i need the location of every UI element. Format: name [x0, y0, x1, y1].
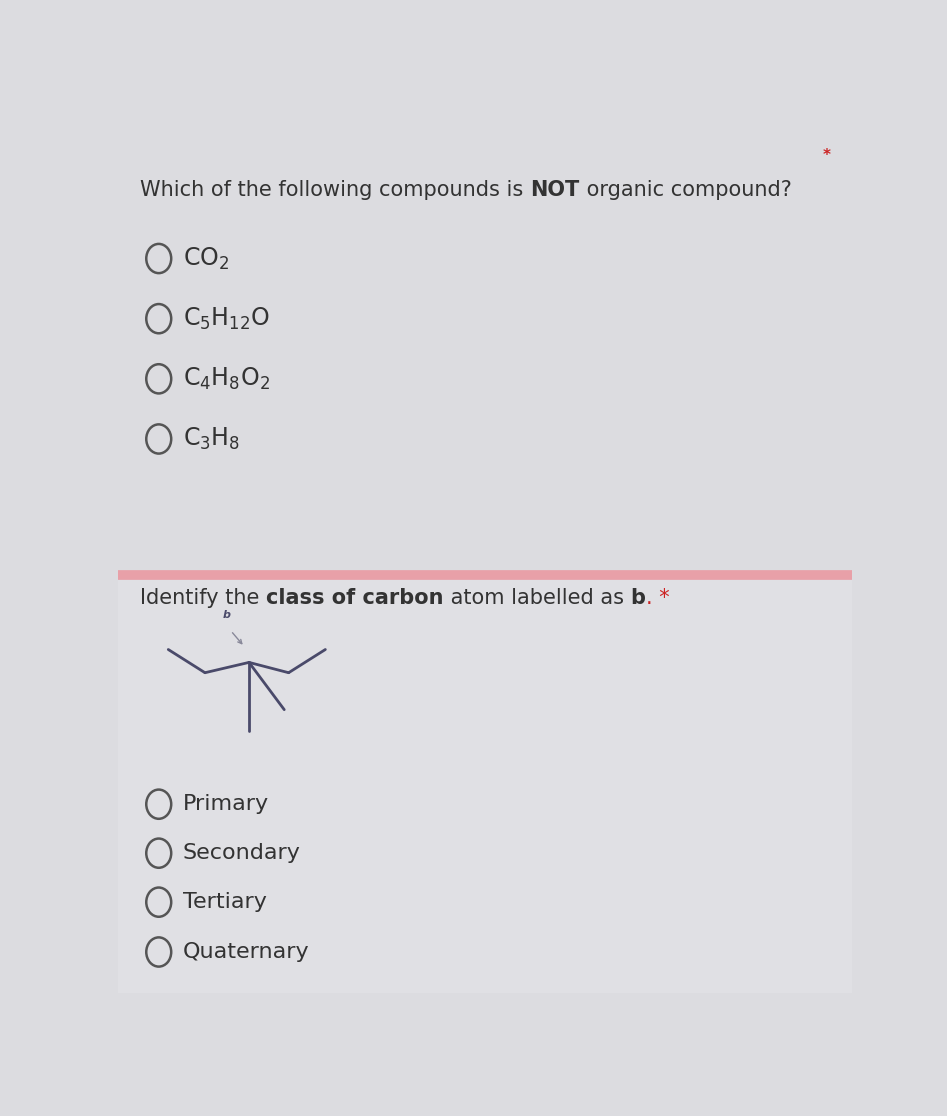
- Text: b: b: [631, 588, 646, 608]
- Text: Tertiary: Tertiary: [183, 892, 267, 912]
- Text: NOT: NOT: [530, 180, 580, 200]
- Text: Primary: Primary: [183, 795, 269, 815]
- Text: Quaternary: Quaternary: [183, 942, 310, 962]
- Text: C$_3$H$_8$: C$_3$H$_8$: [183, 426, 241, 452]
- Text: b: b: [223, 610, 231, 620]
- Bar: [118, 577, 852, 993]
- Text: Which of the following compounds is: Which of the following compounds is: [140, 180, 530, 200]
- Text: . *: . *: [646, 588, 670, 608]
- Text: Identify the: Identify the: [140, 588, 266, 608]
- Text: atom labelled as: atom labelled as: [444, 588, 631, 608]
- Text: C$_4$H$_8$O$_2$: C$_4$H$_8$O$_2$: [183, 366, 270, 392]
- Text: organic compound?: organic compound?: [580, 180, 792, 200]
- Text: C$_5$H$_{12}$O: C$_5$H$_{12}$O: [183, 306, 270, 331]
- Bar: [118, 134, 852, 577]
- Text: class of carbon: class of carbon: [266, 588, 444, 608]
- Text: Secondary: Secondary: [183, 844, 301, 863]
- Text: CO$_2$: CO$_2$: [183, 246, 229, 271]
- Text: *: *: [823, 148, 831, 163]
